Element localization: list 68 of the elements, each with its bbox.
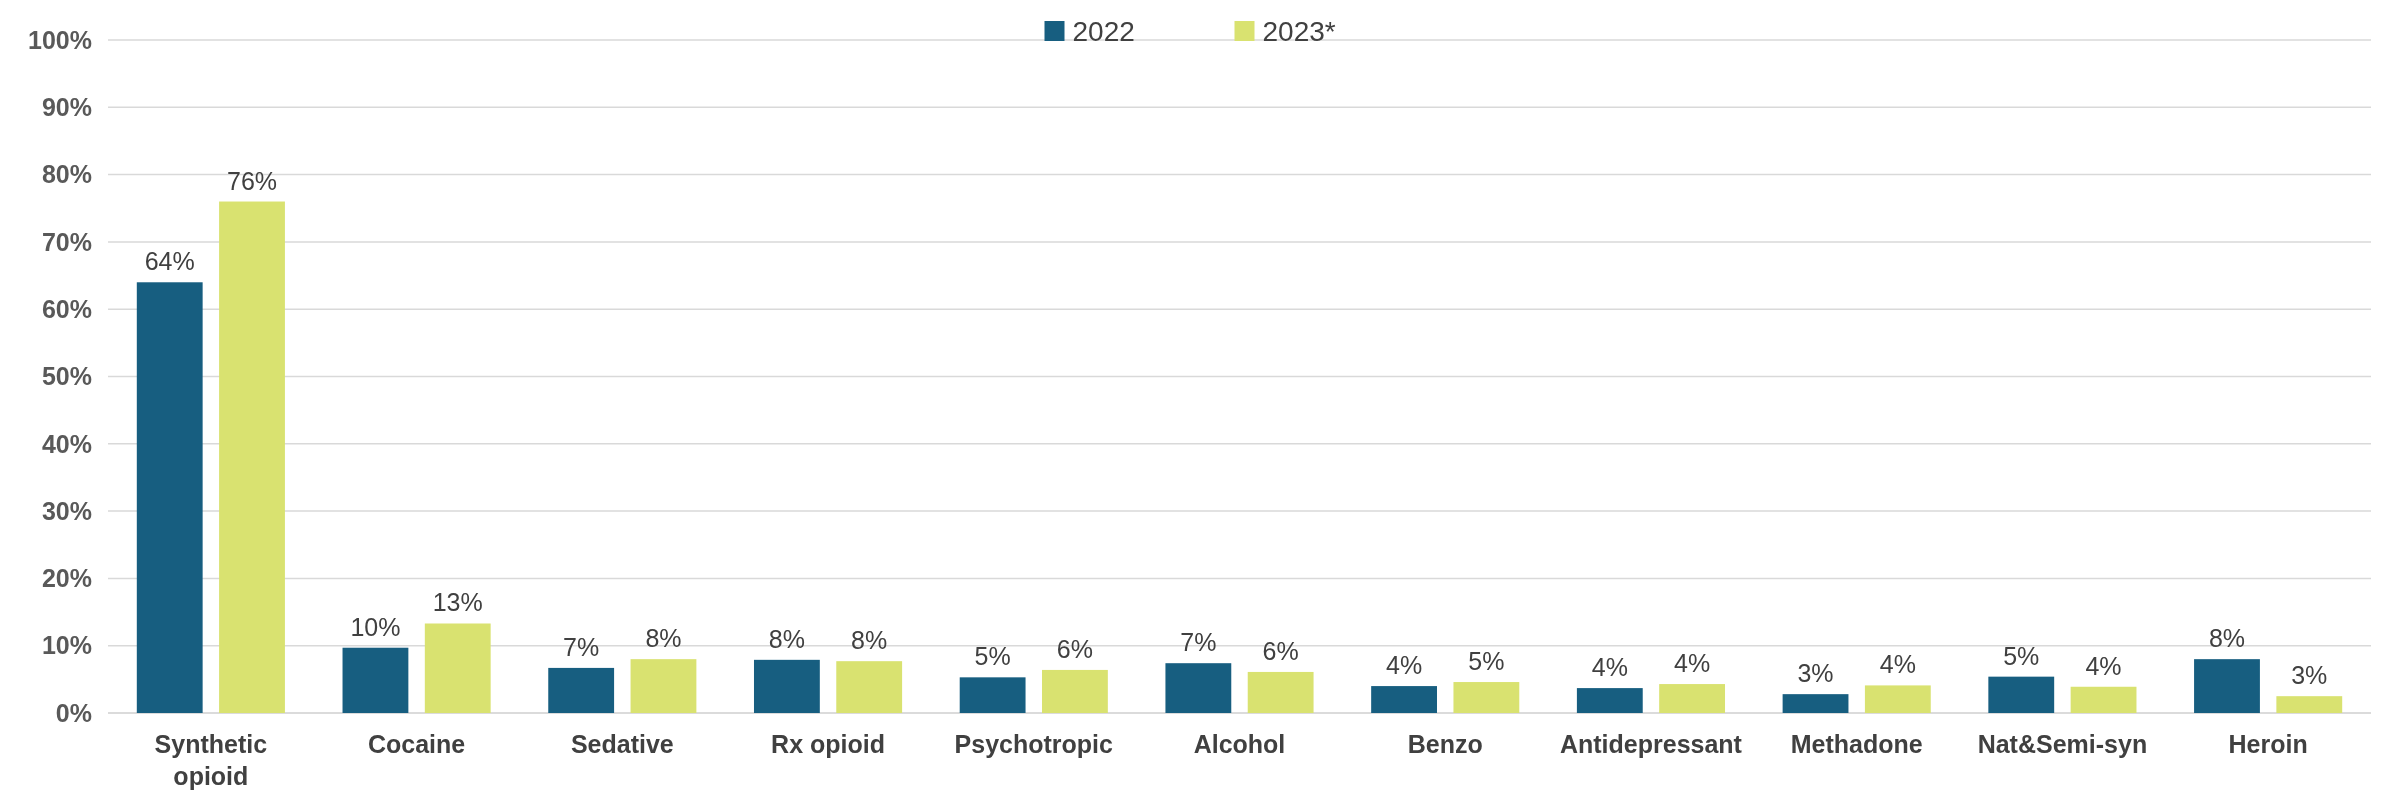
y-tick-label: 30% xyxy=(41,496,92,525)
y-tick-label: 50% xyxy=(41,362,92,391)
y-tick-label: 0% xyxy=(55,698,92,727)
y-tick-label: 70% xyxy=(41,227,92,256)
bar xyxy=(219,201,285,713)
data-label: 3% xyxy=(1797,659,1834,688)
bar xyxy=(548,667,615,713)
x-tick-label: Alcohol xyxy=(1193,730,1286,758)
bar xyxy=(1042,669,1108,713)
bar xyxy=(342,647,409,713)
bar xyxy=(1247,671,1314,713)
data-label: 8% xyxy=(851,626,888,655)
x-tick-label: Antidepressant xyxy=(1559,730,1743,758)
data-label: 5% xyxy=(974,642,1011,671)
bar xyxy=(424,623,491,713)
bar xyxy=(753,659,820,713)
y-tick-label: 40% xyxy=(41,429,92,458)
bar xyxy=(136,282,203,713)
x-tick-label: Methadone xyxy=(1790,730,1923,758)
data-label: 8% xyxy=(768,624,805,653)
legend-label: 2022 xyxy=(1072,15,1135,47)
bar xyxy=(1453,682,1520,713)
y-tick-label: 90% xyxy=(41,93,92,122)
bar xyxy=(630,659,697,713)
y-tick-label: 100% xyxy=(28,25,92,54)
data-label: 3% xyxy=(2291,661,2328,690)
bar xyxy=(1864,685,1931,713)
x-tick-label: Cocaine xyxy=(367,730,466,758)
data-label: 4% xyxy=(2085,651,2122,680)
x-tick-label: Rx opioid xyxy=(771,730,885,758)
data-label: 5% xyxy=(1468,647,1505,676)
bar xyxy=(836,661,903,713)
y-tick-label: 10% xyxy=(41,631,92,660)
bar xyxy=(1988,676,2055,713)
data-label: 6% xyxy=(1262,636,1299,665)
bar xyxy=(1576,688,1643,713)
data-label: 76% xyxy=(226,166,278,195)
bar xyxy=(2070,686,2137,713)
bar xyxy=(959,677,1026,713)
data-label: 4% xyxy=(1879,650,1916,679)
data-label: 5% xyxy=(2003,641,2040,670)
data-label: 4% xyxy=(1591,653,1628,682)
data-label: 7% xyxy=(563,632,600,661)
bar xyxy=(1165,663,1232,713)
y-tick-label: 80% xyxy=(41,160,92,189)
y-tick-label: 20% xyxy=(41,564,92,593)
data-label: 64% xyxy=(144,247,195,276)
x-tick-label: Sedative xyxy=(570,730,674,758)
legend-label: 2023* xyxy=(1262,15,1336,47)
bar xyxy=(1782,694,1849,713)
data-label: 8% xyxy=(2208,624,2246,653)
bar xyxy=(1659,684,1726,713)
data-label: 4% xyxy=(1386,651,1423,680)
bar xyxy=(2194,659,2260,713)
x-tick-label: Benzo xyxy=(1407,730,1483,758)
data-label: 6% xyxy=(1056,634,1093,663)
data-label: 10% xyxy=(350,612,401,641)
x-tick-label: Synthetic opioid xyxy=(154,730,268,790)
bar xyxy=(1371,686,1437,713)
bar xyxy=(2276,696,2343,713)
data-label: 13% xyxy=(432,588,483,617)
x-tick-label: Heroin xyxy=(2228,730,2308,758)
y-tick-label: 60% xyxy=(41,294,92,323)
data-label: 4% xyxy=(1674,649,1711,678)
x-tick-label: Nat&Semi-syn xyxy=(1977,730,2148,758)
x-tick-label: Psychotropic xyxy=(954,730,1114,758)
data-label: 7% xyxy=(1180,628,1217,657)
data-label: 8% xyxy=(645,624,682,653)
